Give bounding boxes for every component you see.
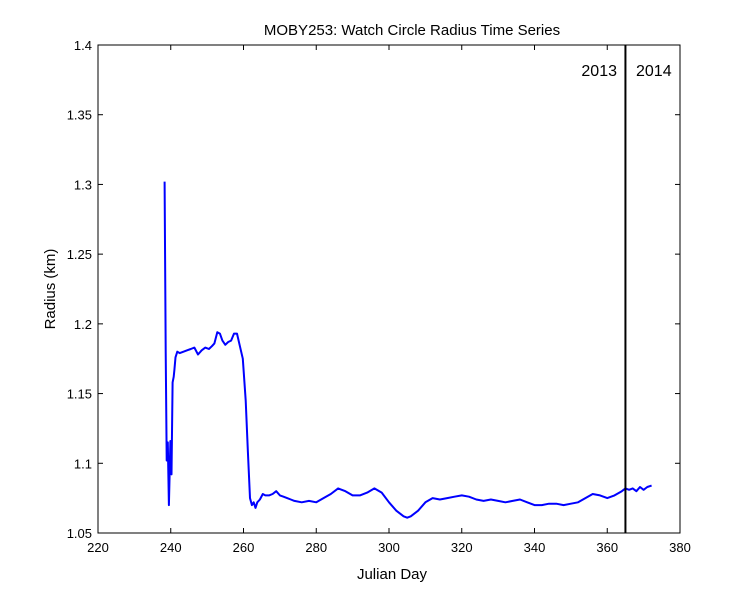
x-axis-label: Julian Day (357, 566, 428, 583)
x-tick-label: 220 (87, 540, 109, 555)
radius-series-line (163, 181, 652, 519)
y-tick-label: 1.15 (67, 387, 92, 402)
y-axis-ticks: 1.05 1.1 1.15 1.2 1.25 1.3 1.35 1.4 (67, 38, 680, 541)
y-tick-label: 1.25 (67, 247, 92, 262)
y-tick-label: 1.35 (67, 108, 92, 123)
x-axis-ticks: 220 240 260 280 300 320 340 360 380 (87, 45, 691, 555)
x-tick-label: 380 (669, 540, 691, 555)
chart-title: MOBY253: Watch Circle Radius Time Series (264, 22, 560, 39)
y-tick-label: 1.1 (74, 456, 92, 471)
y-tick-label: 1.3 (74, 177, 92, 192)
x-tick-label: 260 (233, 540, 255, 555)
plot-content (163, 45, 652, 533)
y-tick-label: 1.2 (74, 317, 92, 332)
x-tick-label: 320 (451, 540, 473, 555)
x-tick-label: 340 (524, 540, 546, 555)
x-tick-label: 360 (596, 540, 618, 555)
y-axis-label: Radius (km) (42, 249, 59, 330)
x-tick-label: 280 (305, 540, 327, 555)
x-tick-label: 300 (378, 540, 400, 555)
x-tick-label: 240 (160, 540, 182, 555)
year-2014-label: 2014 (636, 63, 672, 80)
year-2013-label: 2013 (581, 63, 617, 80)
y-tick-label: 1.4 (74, 38, 92, 53)
y-tick-label: 1.05 (67, 526, 92, 541)
